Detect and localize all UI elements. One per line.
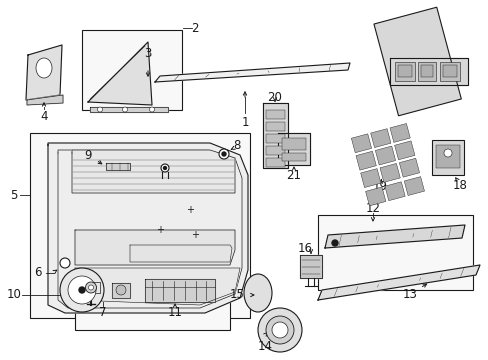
- Bar: [397, 65, 411, 77]
- Circle shape: [60, 268, 104, 312]
- Circle shape: [79, 287, 85, 293]
- Text: 7: 7: [99, 306, 106, 319]
- Text: 15: 15: [229, 288, 244, 302]
- Polygon shape: [26, 45, 62, 100]
- Polygon shape: [394, 141, 414, 160]
- Circle shape: [122, 107, 127, 112]
- Text: 16: 16: [297, 242, 312, 255]
- Circle shape: [85, 282, 96, 293]
- Text: +: +: [191, 230, 199, 240]
- Polygon shape: [404, 177, 424, 195]
- Bar: [282, 153, 305, 161]
- Circle shape: [222, 152, 225, 156]
- Text: 14: 14: [257, 339, 272, 352]
- Text: +: +: [185, 205, 194, 215]
- Circle shape: [331, 240, 337, 246]
- Circle shape: [265, 316, 293, 344]
- Polygon shape: [48, 143, 247, 313]
- Text: 9: 9: [84, 149, 92, 162]
- Polygon shape: [435, 145, 459, 168]
- Text: 17: 17: [421, 40, 436, 53]
- Circle shape: [219, 149, 228, 159]
- Polygon shape: [384, 182, 405, 201]
- Polygon shape: [399, 158, 419, 177]
- Polygon shape: [299, 255, 321, 278]
- Polygon shape: [88, 42, 152, 105]
- Bar: [265, 158, 285, 167]
- Bar: [265, 122, 285, 131]
- Polygon shape: [145, 279, 215, 302]
- Polygon shape: [350, 134, 371, 153]
- Polygon shape: [90, 107, 168, 112]
- Bar: [282, 138, 305, 150]
- Text: 13: 13: [402, 288, 417, 302]
- Polygon shape: [112, 283, 130, 298]
- Circle shape: [163, 166, 166, 170]
- Text: +: +: [156, 225, 163, 235]
- Text: 5: 5: [10, 189, 18, 202]
- Polygon shape: [365, 187, 385, 206]
- Polygon shape: [375, 146, 395, 165]
- Polygon shape: [72, 150, 235, 193]
- Text: 11: 11: [167, 306, 182, 319]
- Bar: [417, 62, 435, 81]
- Polygon shape: [75, 268, 240, 305]
- Text: 2: 2: [191, 22, 198, 35]
- Text: 18: 18: [451, 179, 467, 192]
- Circle shape: [97, 107, 102, 112]
- Polygon shape: [106, 163, 130, 170]
- Text: 10: 10: [6, 288, 21, 302]
- Circle shape: [443, 149, 451, 157]
- Polygon shape: [370, 129, 390, 148]
- Polygon shape: [27, 95, 63, 105]
- Text: 12: 12: [365, 202, 380, 215]
- Text: 21: 21: [286, 168, 301, 181]
- Bar: [442, 65, 456, 77]
- Ellipse shape: [244, 274, 271, 312]
- Circle shape: [68, 276, 96, 304]
- Bar: [265, 146, 285, 155]
- Bar: [439, 62, 459, 81]
- Bar: [394, 62, 414, 81]
- Polygon shape: [278, 133, 309, 165]
- Circle shape: [60, 258, 70, 268]
- Bar: [420, 65, 432, 77]
- Text: 3: 3: [144, 46, 151, 59]
- Polygon shape: [379, 163, 400, 182]
- Polygon shape: [317, 265, 479, 300]
- Bar: [265, 110, 285, 119]
- FancyBboxPatch shape: [82, 30, 182, 110]
- Circle shape: [149, 107, 154, 112]
- Polygon shape: [75, 230, 235, 265]
- Polygon shape: [263, 103, 287, 168]
- Polygon shape: [355, 151, 376, 170]
- Polygon shape: [389, 58, 467, 85]
- Text: 4: 4: [40, 109, 48, 122]
- Ellipse shape: [36, 58, 52, 78]
- Circle shape: [258, 308, 302, 352]
- FancyBboxPatch shape: [431, 140, 463, 175]
- FancyBboxPatch shape: [30, 133, 249, 318]
- Text: 6: 6: [34, 266, 41, 279]
- Text: 20: 20: [267, 90, 282, 104]
- Circle shape: [88, 285, 93, 290]
- FancyBboxPatch shape: [373, 7, 460, 116]
- FancyBboxPatch shape: [317, 215, 472, 290]
- Polygon shape: [389, 123, 409, 143]
- Text: 8: 8: [233, 139, 240, 152]
- Circle shape: [271, 322, 287, 338]
- Text: 1: 1: [241, 116, 248, 129]
- FancyBboxPatch shape: [75, 272, 229, 330]
- Polygon shape: [83, 282, 100, 293]
- Polygon shape: [360, 168, 380, 188]
- Bar: [265, 134, 285, 143]
- Polygon shape: [325, 225, 464, 248]
- Circle shape: [161, 164, 169, 172]
- Polygon shape: [155, 63, 349, 82]
- Circle shape: [116, 285, 126, 295]
- Text: 19: 19: [372, 180, 386, 193]
